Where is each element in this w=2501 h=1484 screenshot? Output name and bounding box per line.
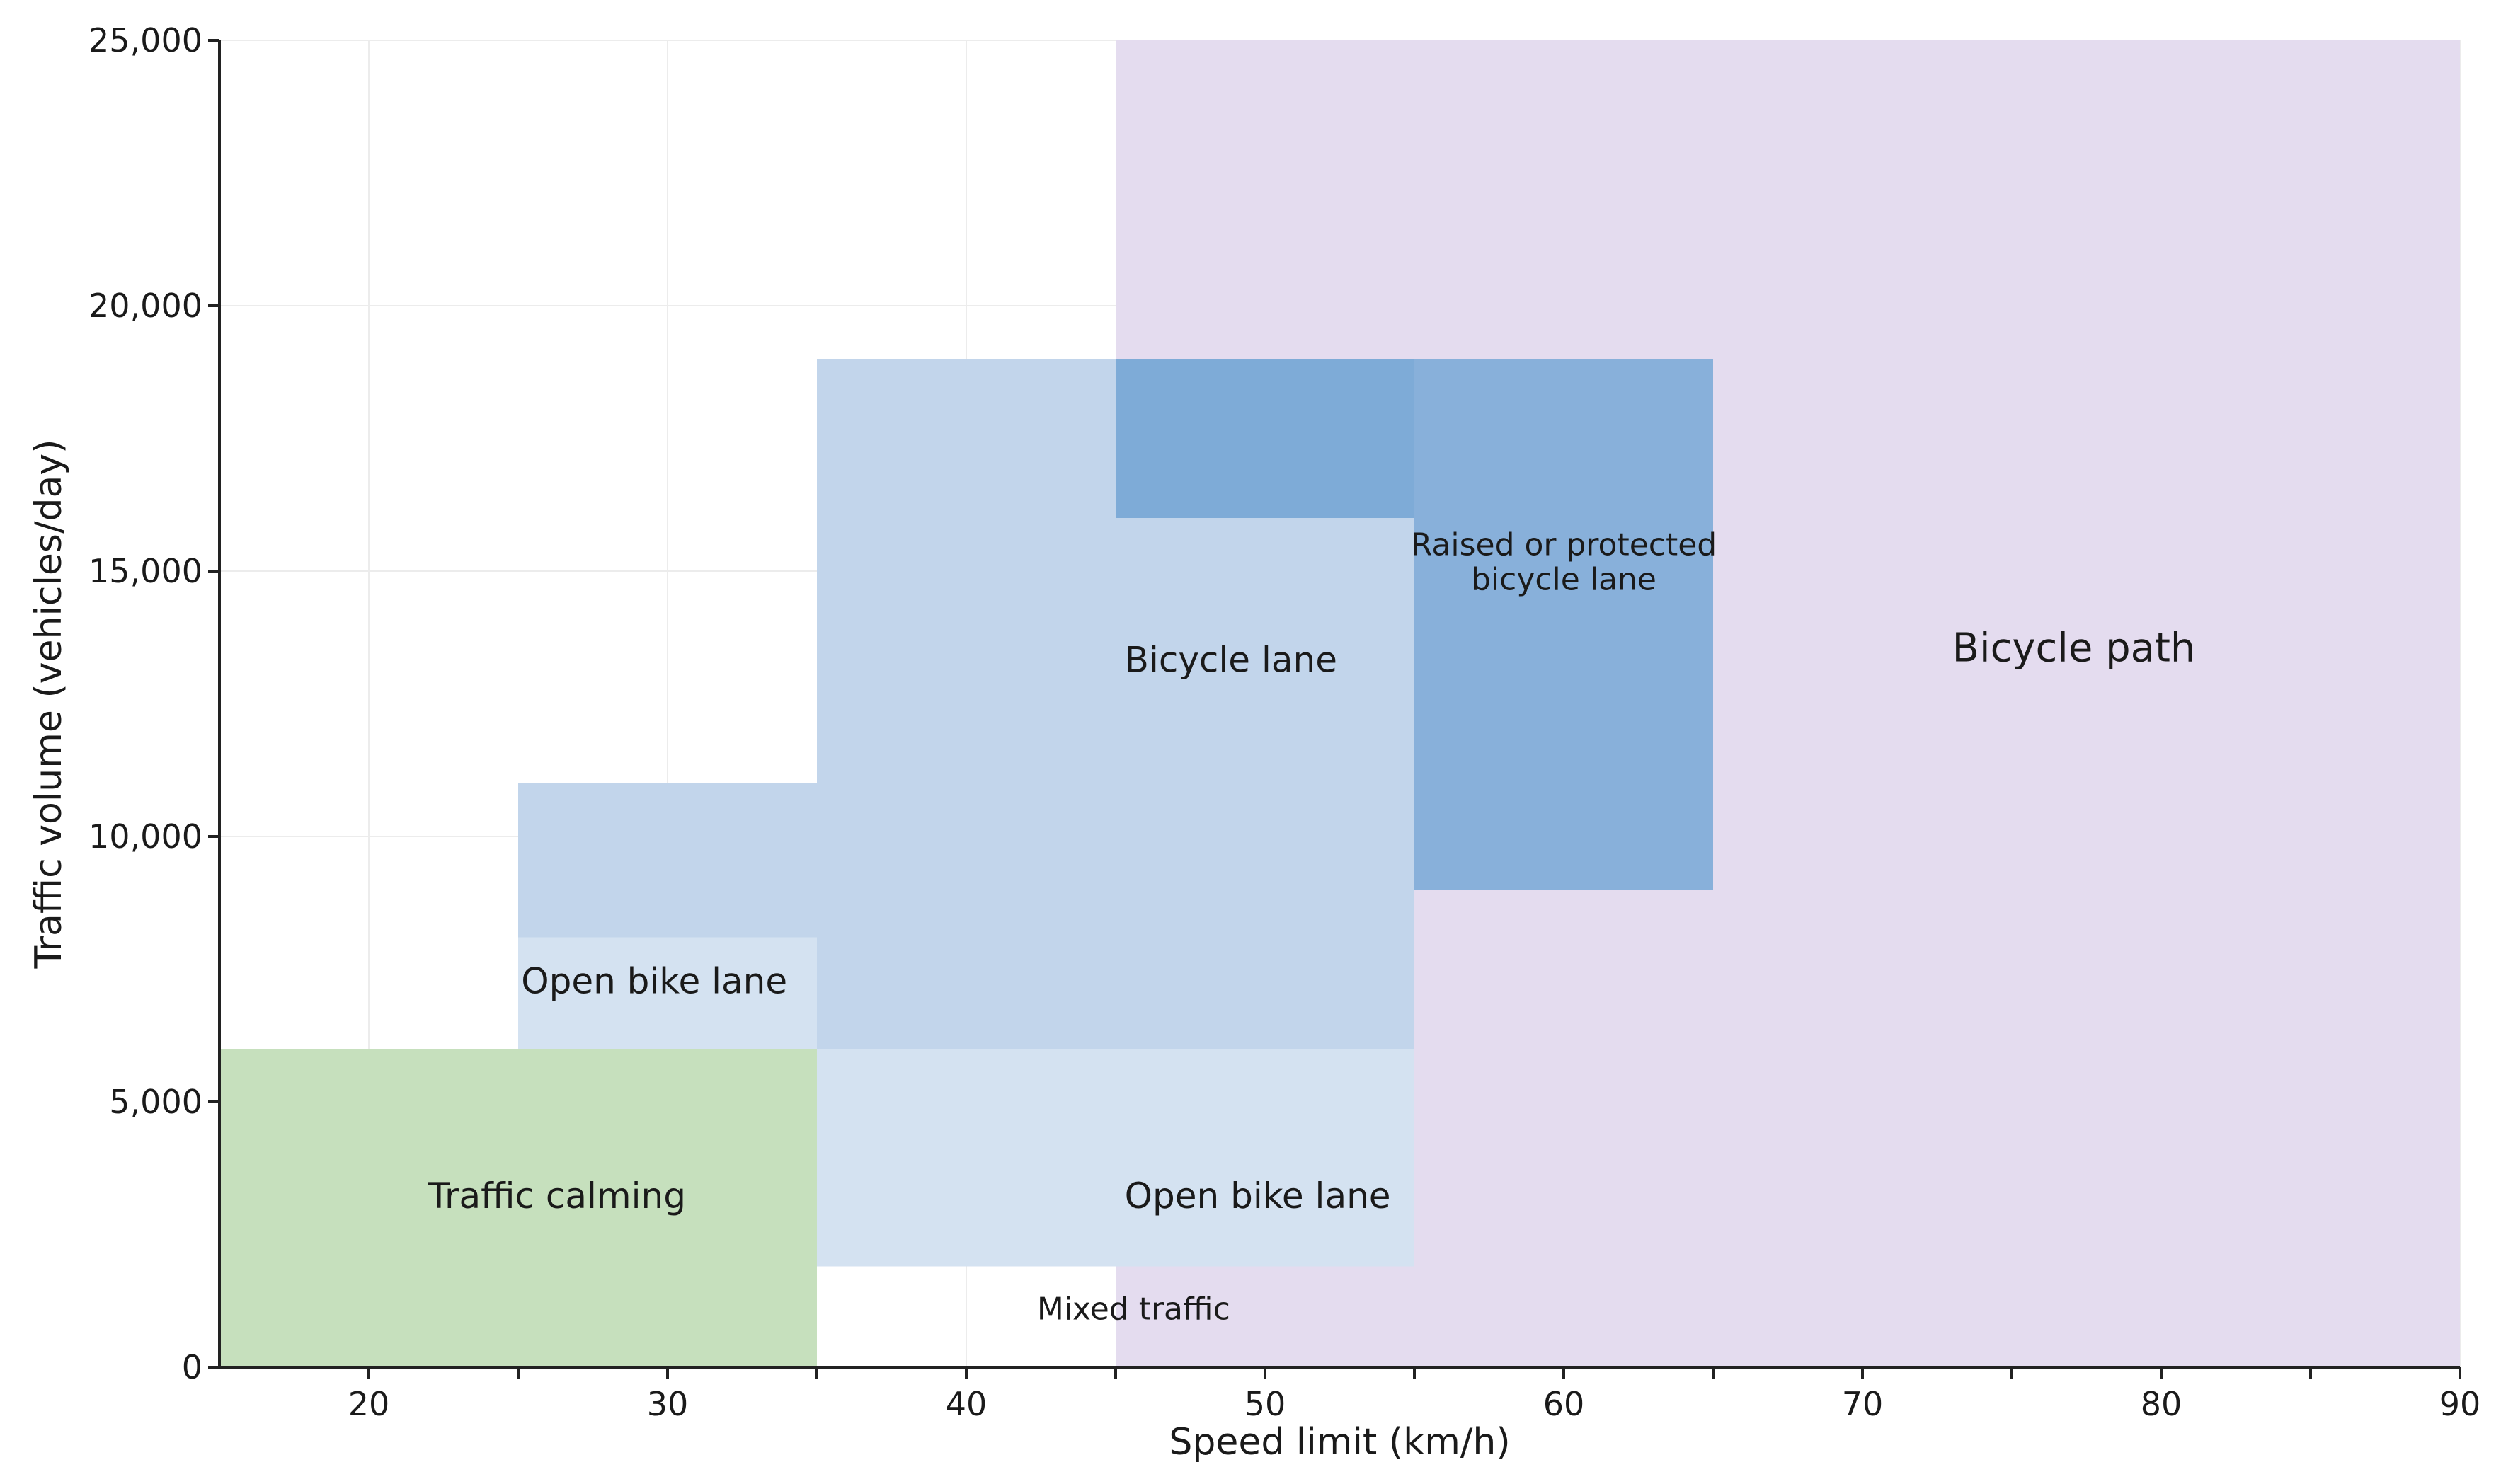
- region-label: Raised or protected: [1411, 527, 1717, 563]
- x-tick-label: 50: [1244, 1385, 1286, 1423]
- y-axis-label: Traffic volume (vehicles/day): [28, 439, 70, 970]
- region-open-bike-lane: [817, 1049, 1414, 1267]
- region-bicycle-path: [1713, 40, 2460, 1367]
- axes: [218, 40, 2460, 1369]
- x-axis-label: Speed limit (km/h): [1169, 1421, 1510, 1463]
- y-tick-label: 15,000: [88, 552, 202, 590]
- region-traffic-calming: [219, 1049, 817, 1367]
- y-tick-label: 10,000: [88, 817, 202, 856]
- region-label: Open bike lane: [521, 960, 787, 1001]
- region-label: Traffic calming: [428, 1175, 686, 1216]
- y-tick-label: 25,000: [88, 21, 202, 59]
- x-tick-label: 70: [1842, 1385, 1884, 1423]
- y-tick-label: 20,000: [88, 287, 202, 325]
- region-label: Bicycle lane: [1125, 640, 1337, 681]
- x-tick-label: 30: [647, 1385, 689, 1423]
- region-label: Bicycle path: [1952, 626, 2196, 672]
- x-tick-label: 90: [2439, 1385, 2481, 1423]
- x-tick-label: 60: [1543, 1385, 1585, 1423]
- chart-regions: [219, 40, 2460, 1367]
- region-raised-or-protected-bicycle-lane: [1116, 359, 1414, 518]
- region-label: Open bike lane: [1125, 1175, 1391, 1216]
- region-label: Mixed traffic: [1037, 1292, 1230, 1328]
- axis-ticks: 20 30 40 50 60 70 80 90 0 5,000 10,000 15,000 20,000…: [88, 21, 2480, 1423]
- y-tick-label: 0: [182, 1348, 202, 1386]
- x-tick-label: 40: [946, 1385, 988, 1423]
- region-raised-or-protected-bicycle-lane: [1414, 359, 1713, 890]
- x-tick-label: 80: [2141, 1385, 2182, 1423]
- region-bicycle-lane: [518, 783, 817, 938]
- x-tick-label: 20: [348, 1385, 390, 1423]
- region-open-bike-lane: [518, 937, 817, 1049]
- region-label: bicycle lane: [1471, 561, 1656, 597]
- y-tick-label: 5,000: [109, 1083, 202, 1121]
